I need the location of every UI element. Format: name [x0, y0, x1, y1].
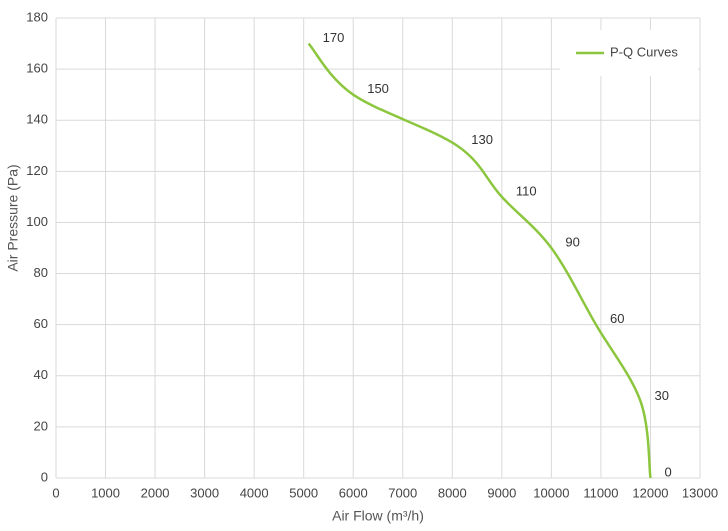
y-tick-label: 160: [26, 61, 48, 76]
x-tick-label: 5000: [289, 485, 318, 500]
data-label: 90: [565, 234, 579, 249]
y-tick-label: 100: [26, 214, 48, 229]
x-tick-label: 0: [52, 485, 59, 500]
x-tick-label: 1000: [91, 485, 120, 500]
y-tick-label: 20: [34, 418, 48, 433]
x-axis-title: Air Flow (m³/h): [332, 508, 424, 524]
y-axis-title: Air Pressure (Pa): [5, 164, 21, 271]
y-tick-label: 140: [26, 112, 48, 127]
y-tick-label: 0: [41, 469, 48, 484]
data-label: 130: [471, 132, 493, 147]
y-tick-label: 180: [26, 9, 48, 24]
x-tick-label: 13000: [682, 485, 718, 500]
y-tick-label: 80: [34, 265, 48, 280]
x-tick-label: 11000: [583, 485, 618, 500]
x-tick-label: 9000: [487, 485, 516, 500]
legend-label: P-Q Curves: [610, 44, 678, 59]
x-tick-label: 3000: [190, 485, 219, 500]
x-tick-label: 7000: [388, 485, 417, 500]
x-tick-label: 12000: [632, 485, 668, 500]
data-label: 170: [323, 30, 345, 45]
data-label: 30: [655, 388, 669, 403]
y-tick-label: 60: [34, 316, 48, 331]
data-label: 110: [516, 183, 537, 198]
x-tick-label: 2000: [141, 485, 170, 500]
data-label: 0: [664, 464, 671, 479]
x-tick-label: 10000: [533, 485, 569, 500]
x-tick-label: 8000: [438, 485, 467, 500]
pq-curve: [307, 42, 652, 479]
data-label: 60: [610, 311, 624, 326]
data-label: 150: [367, 81, 389, 96]
y-tick-label: 40: [34, 367, 48, 382]
x-tick-label: 6000: [339, 485, 368, 500]
x-tick-label: 4000: [240, 485, 269, 500]
y-tick-label: 120: [26, 163, 48, 178]
